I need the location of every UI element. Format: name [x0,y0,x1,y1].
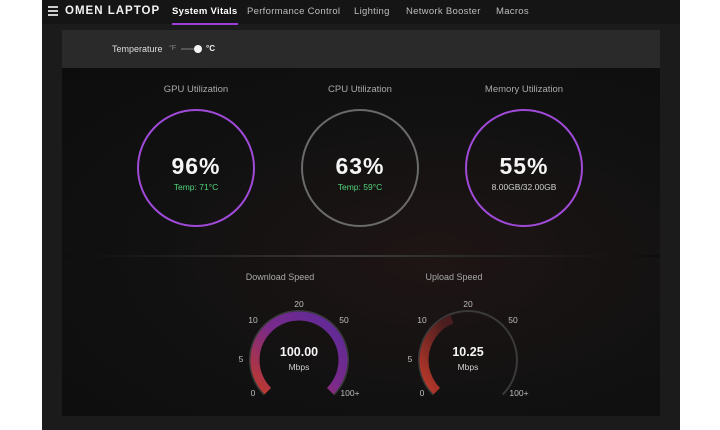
memory-utilization-ring [465,109,583,227]
section-divider [62,255,660,257]
system-vitals-panel: GPU Utilization 96% Temp: 71°C CPU Utili… [62,68,660,416]
upload-speed-gauge: 0 5 10 20 50 100+ 10.25 Mbps [408,299,529,398]
upload-speed-label: Upload Speed [425,272,483,282]
download-speed-label: Download Speed [245,272,315,282]
temperature-unit-toggle[interactable] [179,45,203,53]
app-title: OMEN LAPTOP [65,5,161,17]
gauge-tick-100-plus: 100+ [340,388,359,398]
gpu-utilization-label: GPU Utilization [163,84,229,95]
gauge-tick-50: 50 [339,315,349,325]
cpu-temperature: Temp: 59°C [337,182,383,192]
toggle-knob [194,45,202,53]
tab-macros[interactable]: Macros [496,6,529,17]
tab-performance-control[interactable]: Performance Control [247,6,340,17]
download-speed-unit: Mbps [289,362,310,372]
upload-speed-value: 10.25 [452,345,483,359]
gpu-temperature: Temp: 71°C [173,182,219,192]
cpu-utilization-ring [301,109,419,227]
tab-label: Performance Control [247,6,341,17]
download-speed-value: 100.00 [280,345,318,359]
memory-utilization-value: 55% [499,153,549,179]
top-navigation-bar: OMEN LAPTOP System Vitals Performance Co… [42,0,680,25]
hamburger-menu-icon[interactable] [48,6,58,16]
gauge-track [418,310,518,396]
celsius-label: °C [206,44,215,53]
omen-app-window: OMEN LAPTOP System Vitals Performance Co… [42,0,680,430]
gauge-tick-0: 0 [251,388,256,398]
temperature-label: Temperature [112,44,163,54]
tab-lighting[interactable]: Lighting [354,6,390,17]
gauge-track [249,310,349,396]
gauge-tick-5: 5 [239,354,244,364]
tab-label: Macros [496,6,529,17]
fahrenheit-label: °F [169,45,177,52]
download-speed-gauge: 0 5 10 20 50 100+ 100.00 Mbps [239,299,360,398]
tab-system-vitals[interactable]: System Vitals [172,6,238,25]
tab-label: System Vitals [172,6,238,17]
memory-utilization-label: Memory Utilization [484,84,564,95]
upload-speed-unit: Mbps [458,362,479,372]
gauge-tick-10: 10 [417,315,427,325]
tab-network-booster[interactable]: Network Booster [406,6,481,17]
tab-label: Lighting [354,6,390,17]
memory-usage: 8.00GB/32.00GB [491,182,557,192]
gauge-tick-50: 50 [508,315,518,325]
gauge-fill [250,311,348,395]
gpu-utilization-value: 96% [171,153,221,179]
cpu-utilization-label: CPU Utilization [328,84,392,95]
gauge-tick-20: 20 [463,299,473,309]
gauge-tick-5: 5 [408,354,413,364]
gauge-tick-100-plus: 100+ [509,388,528,398]
toggle-track [181,48,201,50]
tab-label: Network Booster [406,6,481,17]
active-tab-indicator [172,23,238,25]
gauge-tick-20: 20 [294,299,304,309]
gpu-utilization-ring [137,109,255,227]
gauge-tick-0: 0 [420,388,425,398]
cpu-utilization-value: 63% [335,153,385,179]
gauge-fill [419,314,454,395]
settings-strip: Temperature °F °C [62,30,660,68]
gauge-tick-10: 10 [248,315,258,325]
